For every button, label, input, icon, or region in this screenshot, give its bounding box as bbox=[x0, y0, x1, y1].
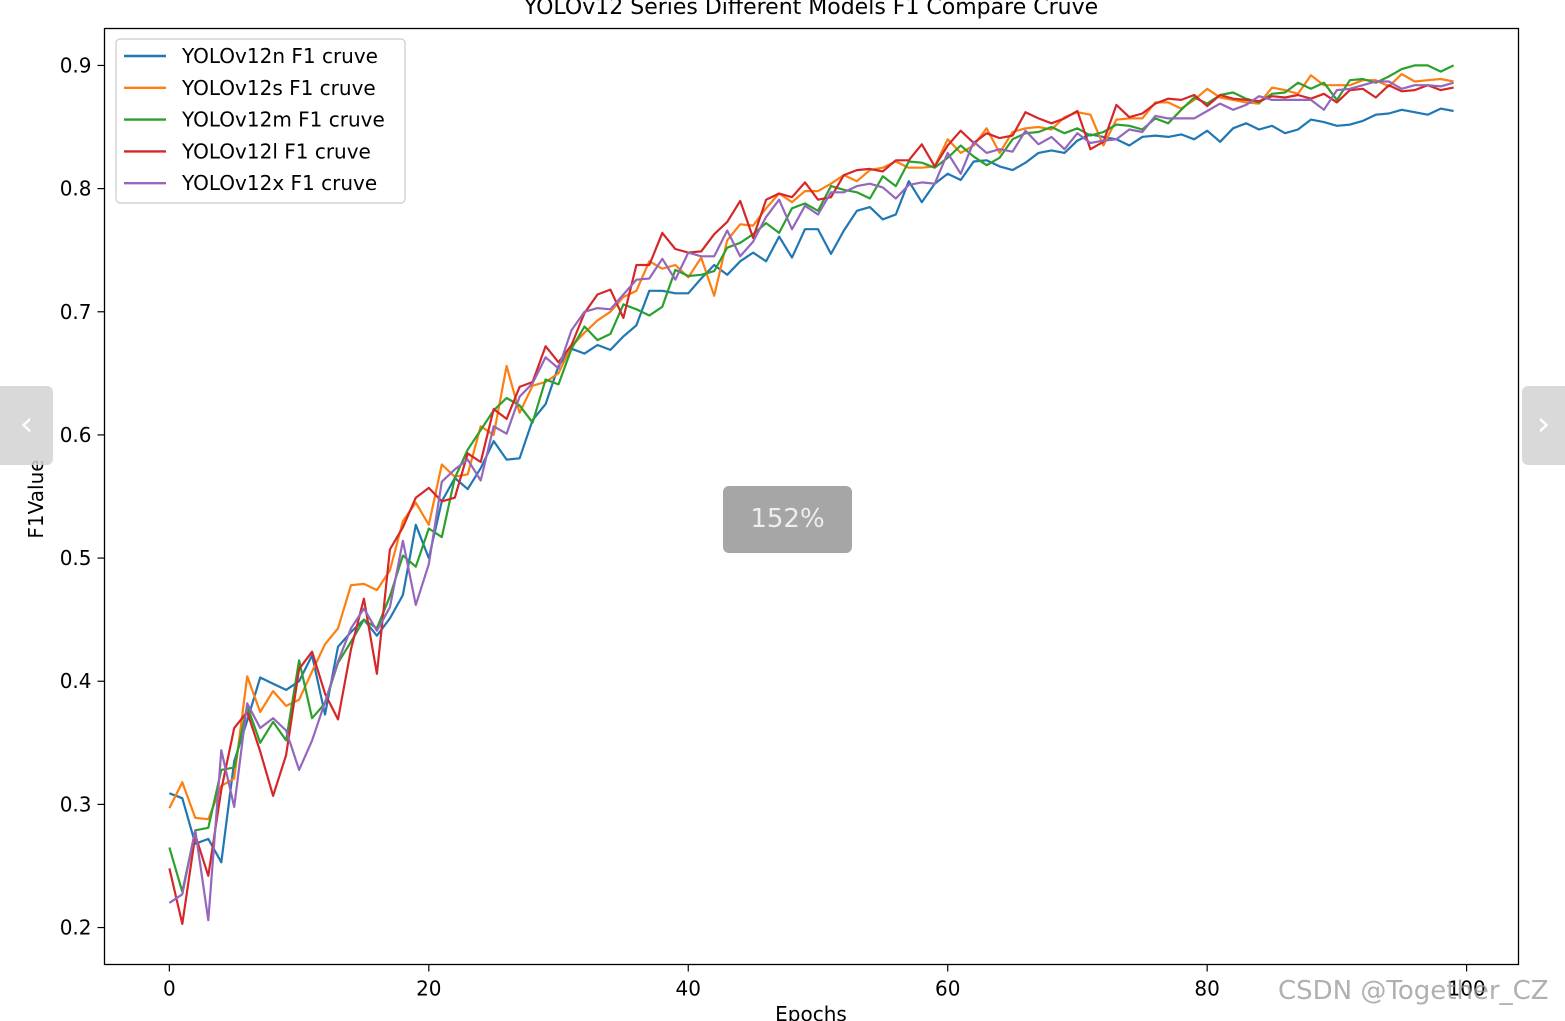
series-line-1 bbox=[169, 107, 1454, 864]
x-tick-label: 40 bbox=[676, 977, 701, 1001]
legend-label: YOLOv12s F1 cruve bbox=[181, 76, 376, 100]
plot-lines bbox=[168, 64, 1455, 926]
chart-title: YOLOv12 Series Different Models F1 Compa… bbox=[523, 0, 1098, 20]
legend-label: YOLOv12x F1 cruve bbox=[181, 171, 377, 195]
y-tick-label: 0.9 bbox=[60, 53, 92, 77]
y-axis-label: F1Value bbox=[24, 459, 48, 538]
y-tick-label: 0.2 bbox=[60, 916, 92, 940]
series-line-5 bbox=[168, 80, 1454, 922]
x-tick-label: 100 bbox=[1448, 977, 1486, 1001]
previous-image-button[interactable]: ‹ bbox=[0, 386, 53, 465]
legend-label: YOLOv12l F1 cruve bbox=[181, 139, 371, 163]
legend-label: YOLOv12n F1 cruve bbox=[181, 44, 378, 68]
legend-label: YOLOv12m F1 cruve bbox=[181, 108, 385, 132]
y-tick-label: 0.5 bbox=[60, 546, 92, 570]
next-image-button[interactable]: › bbox=[1522, 386, 1565, 465]
plot-frame bbox=[103, 27, 1520, 966]
x-axis: 0 20 40 60 80 100 bbox=[163, 964, 1486, 1001]
x-tick-label: 20 bbox=[416, 977, 441, 1001]
y-tick-label: 0.7 bbox=[60, 300, 92, 324]
zoom-level-badge: 152% bbox=[723, 486, 852, 553]
x-tick-label: 0 bbox=[163, 977, 176, 1001]
x-tick-label: 80 bbox=[1194, 977, 1219, 1001]
y-tick-label: 0.6 bbox=[60, 423, 92, 447]
legend: YOLOv12n F1 cruve YOLOv12s F1 cruve YOLOv1… bbox=[115, 38, 406, 204]
y-tick-label: 0.3 bbox=[60, 792, 92, 816]
y-tick-label: 0.4 bbox=[60, 669, 92, 693]
x-tick-label: 60 bbox=[935, 977, 960, 1001]
y-axis: 0.2 0.3 0.4 0.5 0.6 0.7 0.8 0.9 bbox=[60, 53, 105, 940]
x-axis-label: Epochs bbox=[775, 1002, 847, 1021]
series-line-4 bbox=[168, 84, 1454, 926]
watermark: CSDN @Together_CZ bbox=[1278, 976, 1549, 1006]
legend-box bbox=[115, 38, 406, 204]
y-tick-label: 0.8 bbox=[60, 177, 92, 201]
